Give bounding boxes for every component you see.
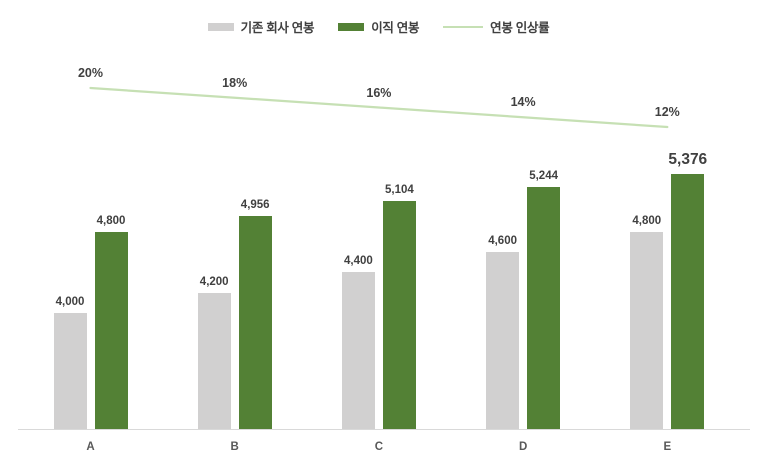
bar-new-salary-A [94,231,128,430]
increase-rate-label: 14% [510,95,536,110]
new-salary-swatch-icon [338,22,365,31]
bar-value-label: 4,600 [488,235,517,248]
bar-value-label: 4,400 [344,255,373,268]
increase-rate-label: 16% [366,85,392,100]
current-salary-swatch-icon [207,22,234,31]
legend-item-new-salary: 이직 연봉 [338,17,419,36]
increase-rate-label: 12% [654,105,680,119]
x-axis-line [18,429,750,430]
bar-value-label: 5,376 [668,150,708,168]
bar-new-salary-C [382,201,416,430]
bar-current-salary-E [630,231,664,430]
category-label-E: E [663,441,672,453]
bar-value-label: 4,956 [240,199,270,212]
category-label-C: C [374,441,384,453]
category-label-A: A [86,441,95,453]
bar-new-salary-B [238,216,272,430]
legend-label-increase-rate: 연봉 인상률 [490,21,550,35]
legend-label-current-salary: 기존 회사 연봉 [240,21,315,35]
bar-value-label: 5,244 [529,170,558,182]
category-label-B: B [230,441,239,453]
legend-label-new-salary: 이직 연봉 [371,21,420,35]
legend-item-current-salary: 기존 회사 연봉 [207,17,315,36]
legend-item-increase-rate: 연봉 인상률 [443,17,550,36]
bar-value-label: 5,104 [385,184,414,197]
bar-new-salary-D [527,187,561,430]
bar-value-label: 4,200 [199,275,229,288]
increase-rate-label: 20% [77,66,104,80]
bar-current-salary-D [486,252,520,430]
bar-value-label: 4,800 [96,214,126,227]
chart-legend: 기존 회사 연봉 이직 연봉 연봉 인상률 [0,17,757,36]
bar-value-label: 4,800 [632,214,662,227]
category-label-D: D [518,441,528,453]
bar-current-salary-B [197,292,231,430]
increase-rate-label: 18% [222,75,248,90]
bar-new-salary-E [671,173,705,430]
bar-current-salary-C [341,272,375,430]
increase-rate-line-swatch-icon [443,25,484,28]
bar-value-label: 4,000 [55,295,85,308]
bar-current-salary-A [53,312,87,430]
